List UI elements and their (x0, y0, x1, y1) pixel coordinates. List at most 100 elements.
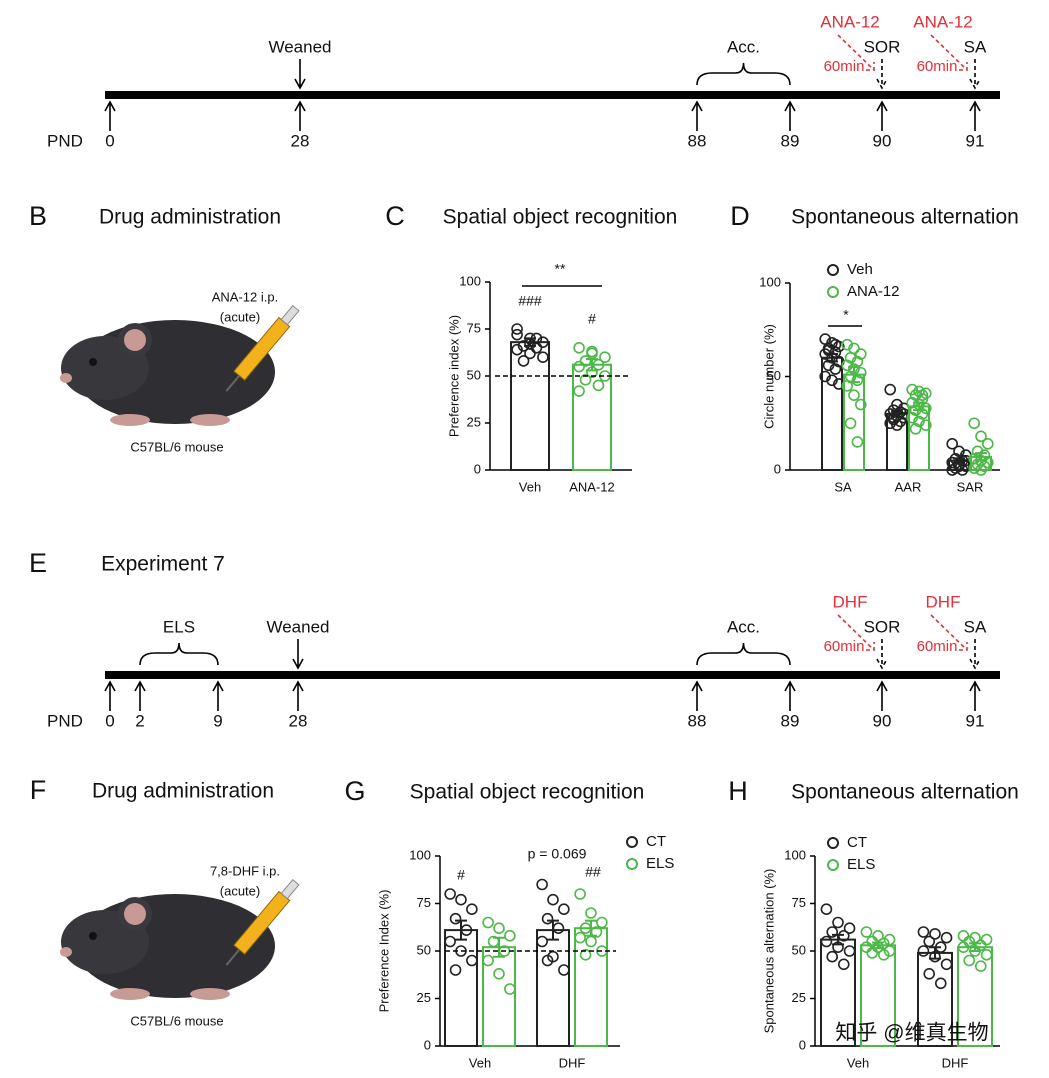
data-point (558, 964, 570, 976)
data-point (916, 389, 929, 402)
y-tick-label: 100 (759, 274, 781, 289)
data-point (963, 954, 976, 967)
data-point (504, 929, 516, 942)
test-label: SA (964, 617, 987, 636)
y-tick-label: 100 (459, 273, 481, 288)
y-tick-label: 100 (784, 847, 806, 862)
x-tick-label: SAR (957, 479, 984, 494)
data-point (826, 374, 838, 387)
y-tick-label: 0 (799, 1037, 806, 1052)
data-point (517, 340, 530, 352)
event-arrow (876, 59, 888, 90)
x-tick-label: ANA-12 (569, 479, 615, 494)
chart-title: Spontaneous alternation (791, 206, 1019, 229)
data-point (487, 935, 500, 948)
mouse-illustration (59, 302, 303, 427)
legend-marker (827, 859, 839, 871)
acclimation-brace (696, 62, 791, 86)
day-arrow (294, 100, 306, 131)
annotation: ## (585, 864, 601, 880)
y-tick-label: 50 (467, 367, 481, 382)
panel-title: Drug administration (92, 780, 274, 803)
data-point (504, 983, 516, 995)
y-tick-label: 25 (417, 990, 431, 1005)
day-label: 2 (135, 711, 144, 730)
data-point (579, 948, 592, 961)
y-tick-label: 50 (417, 942, 431, 957)
event-label: Weaned (266, 617, 329, 636)
data-point (524, 332, 536, 345)
data-point (957, 929, 970, 942)
data-point (837, 958, 850, 971)
event-arrow (294, 59, 306, 90)
data-point (844, 417, 857, 430)
data-point (586, 366, 598, 379)
legend-marker (827, 286, 839, 298)
data-point (946, 464, 959, 476)
drug-label: ANA-12 (820, 12, 880, 31)
day-label: 9 (213, 711, 222, 730)
legend-label: CT (847, 834, 867, 851)
data-point (929, 928, 941, 940)
panel-title: Drug administration (99, 206, 281, 229)
drug-label: DHF (926, 592, 961, 611)
data-point (547, 893, 559, 906)
delay-label: 60min (917, 638, 958, 655)
day-label: 88 (688, 711, 707, 730)
x-tick-label: Veh (519, 479, 541, 494)
axis-label: PND (47, 131, 83, 150)
data-point (592, 379, 605, 392)
data-point (832, 941, 844, 954)
y-tick-label: 25 (792, 990, 806, 1005)
day-label: 28 (291, 131, 310, 150)
data-point (980, 933, 993, 946)
data-point (837, 929, 850, 942)
event-label: Weaned (268, 37, 331, 56)
panel-label: H (728, 776, 748, 806)
data-point (579, 373, 592, 386)
day-arrow (784, 680, 796, 711)
data-point (969, 931, 981, 944)
legend-label: ELS (847, 856, 875, 873)
bar (444, 929, 478, 1047)
data-point (974, 960, 987, 973)
y-tick-label: 50 (767, 368, 781, 383)
data-point (466, 954, 478, 967)
data-point (590, 926, 603, 938)
data-point (585, 907, 597, 919)
day-arrow (969, 680, 981, 711)
data-point (820, 903, 833, 916)
injection-note: (acute) (220, 883, 260, 898)
day-arrow (784, 100, 796, 131)
legend-label: Veh (847, 261, 873, 278)
timeline-bar (105, 671, 1000, 679)
injection-label: 7,8-DHF i.p. (210, 863, 280, 878)
test-label: SOR (864, 37, 901, 56)
bar (860, 944, 896, 1047)
data-point (946, 456, 959, 469)
data-point (919, 419, 932, 431)
event-label: Acc. (727, 617, 760, 636)
event-label: Acc. (727, 37, 760, 56)
day-label: 91 (966, 131, 985, 150)
day-label: 90 (873, 711, 892, 730)
data-point (829, 338, 842, 351)
event-label: ELS (163, 617, 195, 636)
x-tick-label: Veh (847, 1055, 869, 1070)
data-point (460, 924, 473, 936)
annotation: p = 0.069 (528, 846, 587, 862)
x-tick-label: AAR (895, 479, 922, 494)
data-point (860, 926, 873, 938)
data-point (906, 411, 919, 424)
data-point (953, 460, 965, 473)
event-arrow (292, 639, 304, 670)
bar (574, 927, 608, 1048)
data-point (573, 341, 585, 354)
data-point (493, 967, 505, 980)
test-label: SOR (864, 617, 901, 636)
day-label: 90 (873, 131, 892, 150)
data-point (883, 933, 896, 946)
panel-label: B (29, 201, 47, 231)
data-point (558, 903, 570, 916)
